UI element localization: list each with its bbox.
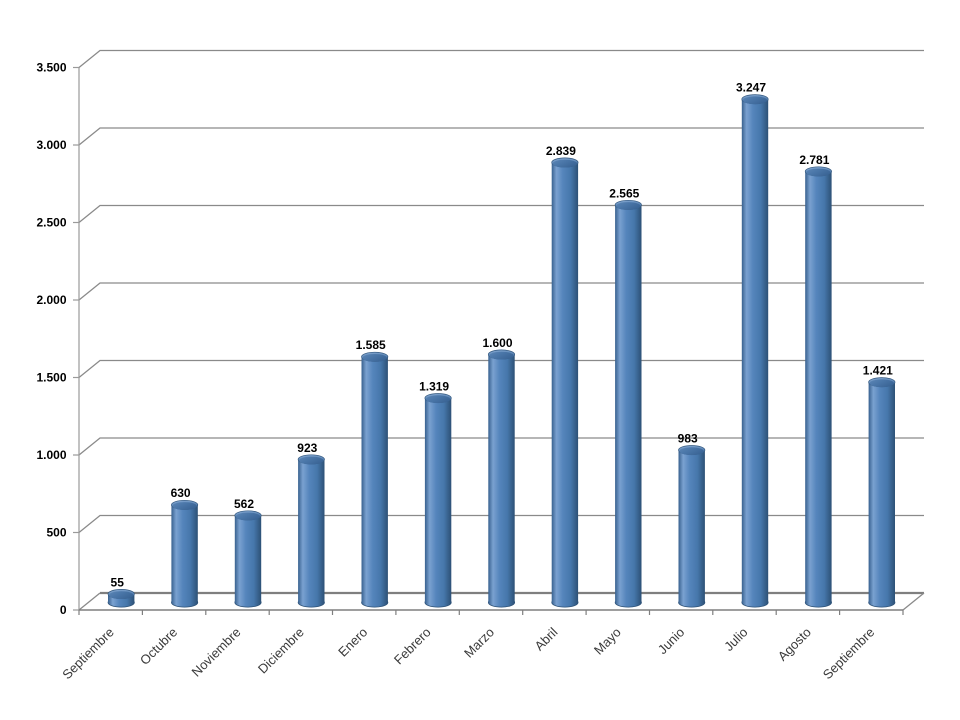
svg-text:2.000: 2.000 bbox=[36, 293, 66, 307]
svg-text:1.500: 1.500 bbox=[36, 371, 66, 385]
svg-text:55: 55 bbox=[111, 575, 125, 589]
svg-text:2.781: 2.781 bbox=[799, 153, 829, 167]
svg-text:0: 0 bbox=[60, 603, 67, 617]
svg-text:3.500: 3.500 bbox=[36, 61, 66, 75]
svg-text:3.000: 3.000 bbox=[36, 138, 66, 152]
svg-text:1.319: 1.319 bbox=[419, 380, 449, 394]
svg-text:630: 630 bbox=[171, 486, 191, 500]
svg-text:2.839: 2.839 bbox=[546, 144, 576, 158]
svg-text:923: 923 bbox=[297, 441, 317, 455]
svg-text:1.585: 1.585 bbox=[356, 338, 386, 352]
svg-text:500: 500 bbox=[46, 526, 66, 540]
svg-text:2.565: 2.565 bbox=[609, 186, 639, 200]
svg-text:2.500: 2.500 bbox=[36, 216, 66, 230]
svg-text:1.600: 1.600 bbox=[482, 336, 512, 350]
svg-text:3.247: 3.247 bbox=[736, 81, 766, 95]
svg-text:983: 983 bbox=[678, 432, 698, 446]
svg-text:562: 562 bbox=[234, 497, 254, 511]
svg-text:1.000: 1.000 bbox=[36, 448, 66, 462]
svg-text:1.421: 1.421 bbox=[863, 364, 893, 378]
